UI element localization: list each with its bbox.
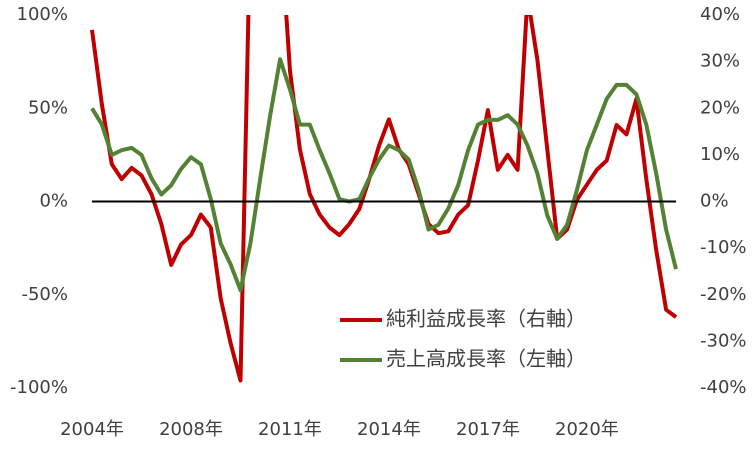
y2-tick-label: 20% <box>700 97 740 118</box>
y-tick-label: 0% <box>39 191 68 212</box>
y-tick-label: 50% <box>28 97 68 118</box>
y2-tick-label: -20% <box>700 284 747 305</box>
y2-tick-label: -40% <box>700 377 747 398</box>
y2-tick-label: 40% <box>700 4 740 25</box>
y-tick-label: -50% <box>21 284 68 305</box>
y-tick-label: -100% <box>10 377 68 398</box>
legend-label: 売上高成長率（左軸） <box>386 347 586 371</box>
x-tick-label: 2004年 <box>60 419 124 440</box>
x-tick-label: 2014年 <box>357 419 421 440</box>
series-line <box>90 57 678 293</box>
x-tick-label: 2017年 <box>456 419 520 440</box>
y-tick-label: 100% <box>17 4 68 25</box>
y2-tick-label: 30% <box>700 51 740 72</box>
x-tick-label: 2008年 <box>159 419 223 440</box>
x-tick-label: 2011年 <box>258 419 322 440</box>
y2-tick-label: -10% <box>700 237 747 258</box>
series-line <box>90 15 678 383</box>
y2-tick-label: 10% <box>700 144 740 165</box>
x-tick-label: 2020年 <box>555 419 619 440</box>
y2-tick-label: 0% <box>700 191 729 212</box>
legend-label: 純利益成長率（右軸） <box>386 307 586 331</box>
y2-tick-label: -30% <box>700 330 747 351</box>
